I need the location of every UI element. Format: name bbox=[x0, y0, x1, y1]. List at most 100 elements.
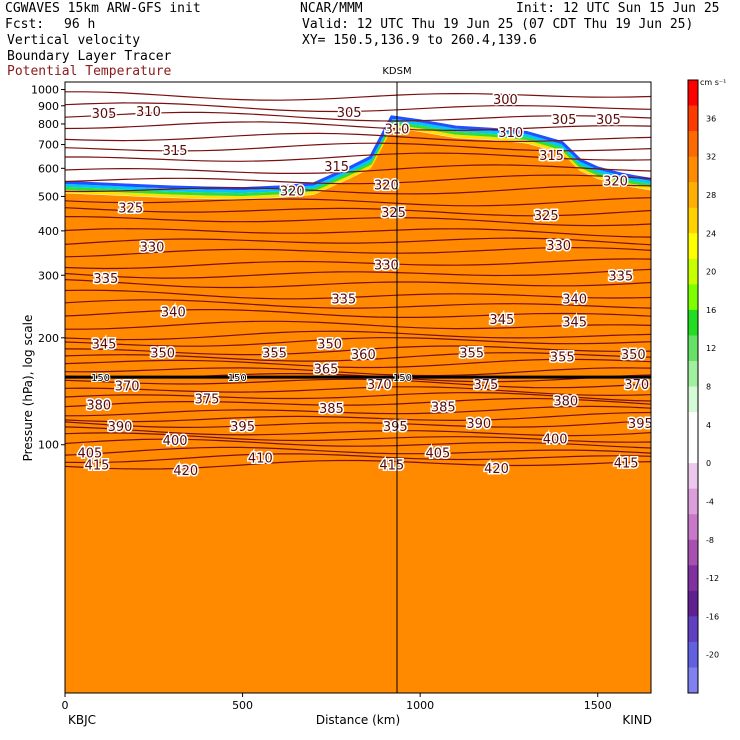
theta-contour bbox=[65, 330, 651, 341]
theta-contour bbox=[65, 345, 651, 356]
theta-contour bbox=[65, 386, 651, 397]
colorbar-tick-label: 20 bbox=[706, 268, 716, 277]
theta-label: 395 bbox=[383, 420, 408, 435]
y-tick-label: 900 bbox=[38, 100, 59, 113]
colorbar-swatch bbox=[688, 565, 698, 592]
theta-label: 395 bbox=[628, 417, 653, 432]
model-title: CGWAVES 15km ARW-GFS init bbox=[5, 1, 201, 16]
left-station-label: KBJC bbox=[68, 713, 96, 727]
colorbar-tick-label: 36 bbox=[706, 114, 716, 123]
y-tick-label: 100 bbox=[38, 439, 59, 452]
theta-label: 415 bbox=[85, 458, 110, 473]
theta-label: 380 bbox=[553, 395, 578, 410]
theta-contour bbox=[65, 207, 651, 217]
theta-label: 380 bbox=[86, 398, 111, 413]
colorbar-tick-label: 4 bbox=[706, 421, 711, 430]
organization: NCAR/MMM bbox=[300, 1, 363, 16]
y-tick-label: 200 bbox=[38, 332, 59, 345]
y-tick-label: 500 bbox=[38, 190, 59, 203]
theta-contour bbox=[65, 459, 651, 470]
theta-label: 415 bbox=[379, 458, 404, 473]
colorbar-tick-label: 16 bbox=[706, 306, 716, 315]
theta-label: 355 bbox=[459, 346, 484, 361]
colorbar-swatch bbox=[688, 667, 698, 694]
colorbar-swatch bbox=[688, 463, 698, 490]
theta-contour bbox=[65, 164, 651, 174]
theta-contour bbox=[65, 367, 651, 377]
theta-label: 415 bbox=[614, 457, 639, 472]
colorbar-swatch bbox=[688, 335, 698, 362]
colorbar-tick-label: 0 bbox=[706, 459, 711, 468]
theta-contour bbox=[65, 197, 651, 207]
theta-label: 350 bbox=[621, 348, 646, 363]
colorbar-swatch bbox=[688, 590, 698, 617]
theta-contour bbox=[65, 91, 651, 101]
theta-label: 320 bbox=[280, 184, 305, 199]
tropopause-label: 150 bbox=[228, 373, 247, 384]
y-tick-label: 1000 bbox=[31, 84, 59, 97]
theta-label: 345 bbox=[489, 313, 514, 328]
colorbar-swatch bbox=[688, 182, 698, 209]
theta-contour bbox=[65, 352, 651, 362]
potential-temperature-contours bbox=[65, 91, 651, 470]
theta-label: 400 bbox=[163, 434, 188, 449]
theta-label: 300 bbox=[493, 93, 518, 108]
theta-contour bbox=[65, 142, 651, 152]
cross-section-coords: XY= 150.5,136.9 to 260.4,139.6 bbox=[302, 33, 537, 48]
colorbar-swatch bbox=[688, 156, 698, 183]
theta-contour bbox=[65, 378, 651, 389]
theta-label: 330 bbox=[374, 258, 399, 273]
theta-label: 335 bbox=[331, 293, 356, 308]
valid-time: Valid: 12 UTC Thu 19 Jun 25 (07 CDT Thu … bbox=[302, 17, 694, 32]
theta-contour bbox=[65, 438, 651, 449]
colorbar-swatch bbox=[688, 105, 698, 132]
theta-contour bbox=[65, 358, 651, 369]
y-axis-label: Pressure (hPa), log scale bbox=[21, 315, 35, 462]
theta-label: 385 bbox=[431, 401, 456, 416]
forecast-hour: 96 h bbox=[64, 17, 96, 32]
theta-contour bbox=[65, 268, 651, 279]
theta-label: 355 bbox=[550, 351, 575, 366]
y-tick-label: 400 bbox=[38, 225, 59, 238]
theta-label: 315 bbox=[163, 144, 188, 159]
colorbar-swatch bbox=[688, 437, 698, 464]
theta-contour bbox=[65, 299, 651, 309]
colorbar-tick-label: 24 bbox=[706, 229, 716, 238]
x-tick-label: 500 bbox=[232, 699, 253, 712]
colorbar-unit: cm s⁻¹ bbox=[700, 78, 726, 87]
theta-contour bbox=[65, 337, 651, 347]
theta-contour bbox=[65, 426, 651, 437]
theta-label: 345 bbox=[562, 316, 587, 331]
theta-label: 325 bbox=[381, 206, 406, 221]
colorbar-swatch bbox=[688, 360, 698, 387]
theta-contour bbox=[65, 405, 651, 417]
field-vertical-velocity: Vertical velocity bbox=[7, 33, 141, 48]
theta-contour bbox=[65, 411, 651, 423]
colorbar-swatch bbox=[688, 207, 698, 234]
colorbar-tick-label: 32 bbox=[706, 153, 716, 162]
right-station-label: KIND bbox=[622, 713, 652, 727]
colorbar-swatch bbox=[688, 412, 698, 439]
theta-label: 325 bbox=[118, 202, 143, 217]
theta-label: 340 bbox=[562, 293, 587, 308]
theta-label: 310 bbox=[498, 126, 523, 141]
theta-label: 355 bbox=[262, 346, 287, 361]
boundary-layer-tracer-fill bbox=[65, 127, 651, 693]
theta-label: 335 bbox=[608, 269, 633, 284]
y-tick-label: 800 bbox=[38, 118, 59, 131]
theta-contour bbox=[65, 216, 651, 227]
y-tick-label: 600 bbox=[38, 162, 59, 175]
theta-contour bbox=[65, 397, 651, 408]
theta-contour bbox=[65, 289, 651, 300]
boundary-layer-edge-blue bbox=[65, 115, 651, 191]
y-tick-label: 700 bbox=[38, 139, 59, 152]
theta-label: 330 bbox=[140, 240, 165, 255]
theta-contour bbox=[65, 237, 651, 246]
colorbar-swatch bbox=[688, 258, 698, 285]
field-potential-temperature: Potential Temperature bbox=[7, 64, 172, 79]
theta-label: 390 bbox=[108, 420, 133, 435]
tropopause-label: 150 bbox=[91, 373, 110, 384]
colorbar: 36 32 28 24 20 16 12 8 4 0 -4 -8 -12 -16 -20 bbox=[687, 79, 719, 694]
theta-label: 340 bbox=[161, 306, 186, 321]
